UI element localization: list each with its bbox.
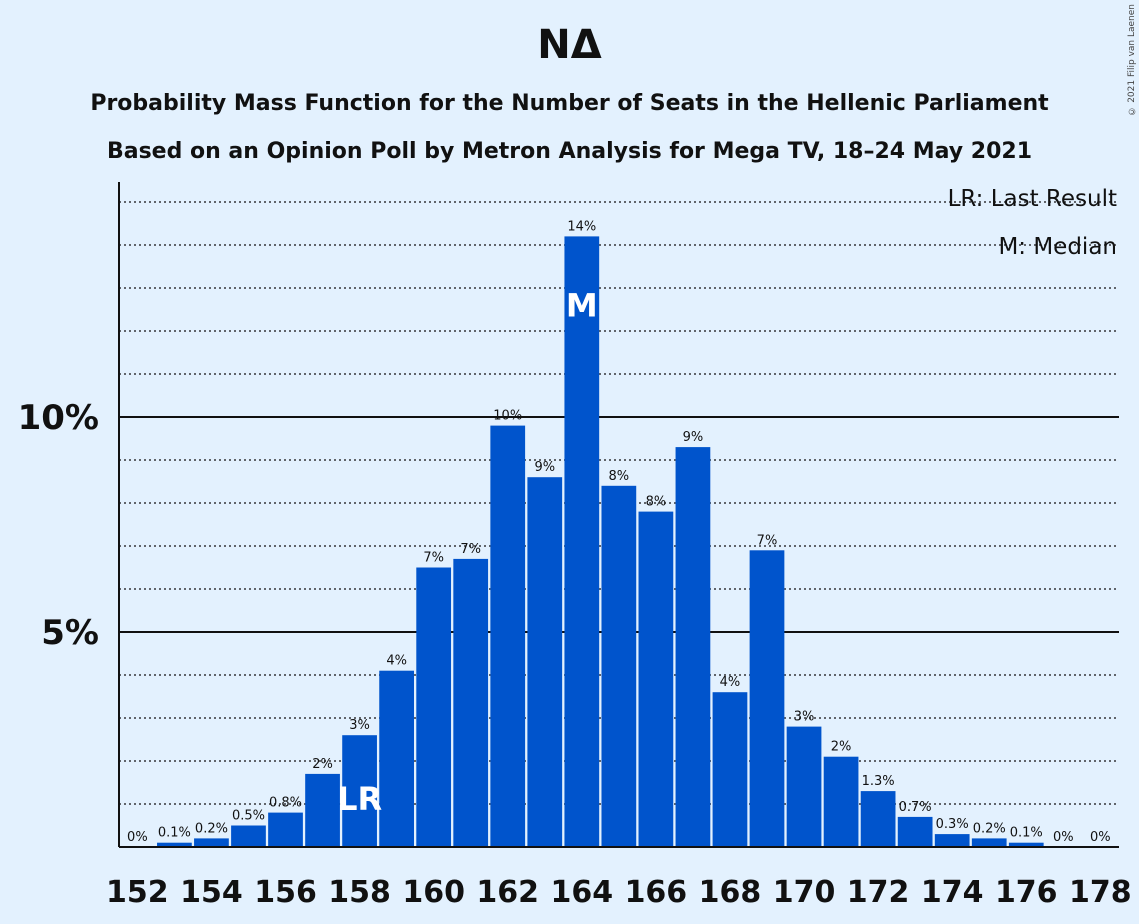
bar <box>416 567 452 847</box>
x-tick-label: 168 <box>699 875 762 910</box>
bar <box>823 756 859 847</box>
data-label: 8% <box>609 469 630 484</box>
bar <box>971 838 1007 847</box>
data-label: 7% <box>423 551 444 566</box>
bar <box>453 558 489 847</box>
y-tick-label: 5% <box>41 613 99 653</box>
bar <box>601 485 637 847</box>
chart-subtitle-2: Based on an Opinion Poll by Metron Analy… <box>106 139 1033 164</box>
x-tick-label: 156 <box>254 875 317 910</box>
bar <box>897 816 933 847</box>
bar <box>712 692 748 847</box>
x-tick-label: 164 <box>551 875 614 910</box>
data-label: 3% <box>349 718 370 733</box>
data-label: 0.8% <box>269 796 302 811</box>
data-label: 0.5% <box>232 809 265 824</box>
data-label: 4% <box>720 675 741 690</box>
data-label: 9% <box>683 430 704 445</box>
chart-title: ΝΔ <box>537 22 602 68</box>
chart-subtitle-1: Probability Mass Function for the Number… <box>90 91 1049 116</box>
bar <box>305 773 340 847</box>
x-tick-label: 160 <box>402 875 465 910</box>
data-label: 9% <box>534 460 555 475</box>
data-label: 0% <box>127 830 148 845</box>
data-label: 10% <box>493 409 522 424</box>
legend-last-result: LR: Last Result <box>947 186 1117 212</box>
data-label: 14% <box>567 219 596 234</box>
legend-median: M: Median <box>998 234 1117 260</box>
bar <box>749 550 785 847</box>
bar <box>638 511 674 847</box>
data-label: 7% <box>460 542 481 557</box>
data-label: 2% <box>312 757 333 772</box>
data-label: 4% <box>386 654 407 669</box>
data-label: 0% <box>1053 830 1074 845</box>
median-marker: M <box>566 286 598 324</box>
x-tick-label: 154 <box>180 875 243 910</box>
data-label: 0.3% <box>936 817 969 832</box>
data-label: 0.2% <box>973 821 1006 836</box>
data-label: 8% <box>646 495 667 510</box>
bar <box>268 812 303 847</box>
x-tick-label: 152 <box>106 875 169 910</box>
x-tick-label: 170 <box>773 875 836 910</box>
bar <box>1008 842 1044 847</box>
data-label: 0.7% <box>899 800 932 815</box>
x-tick-label: 176 <box>995 875 1058 910</box>
data-label: 0% <box>1090 830 1111 845</box>
x-tick-label: 178 <box>1069 875 1132 910</box>
bar <box>527 477 563 847</box>
bar <box>934 834 970 847</box>
x-tick-label: 162 <box>476 875 539 910</box>
bar <box>157 842 192 847</box>
bar <box>194 838 229 847</box>
data-label: 1.3% <box>862 774 895 789</box>
x-tick-label: 172 <box>847 875 910 910</box>
data-label: 2% <box>831 740 852 755</box>
bar <box>342 735 377 847</box>
x-tick-label: 166 <box>625 875 688 910</box>
y-tick-label: 10% <box>18 398 99 438</box>
data-label: 3% <box>794 710 815 725</box>
data-label: 0.1% <box>1010 826 1043 841</box>
x-tick-label: 158 <box>328 875 391 910</box>
data-label: 7% <box>757 533 778 548</box>
bar <box>564 236 600 847</box>
last-result-marker: LR <box>337 780 382 818</box>
bar <box>860 791 896 847</box>
bar <box>786 726 822 847</box>
bar <box>231 825 266 847</box>
data-label: 0.1% <box>158 826 191 841</box>
x-tick-label: 174 <box>921 875 984 910</box>
bar <box>379 670 414 847</box>
bar <box>675 447 711 847</box>
data-label: 0.2% <box>195 821 228 836</box>
bar <box>490 425 526 847</box>
